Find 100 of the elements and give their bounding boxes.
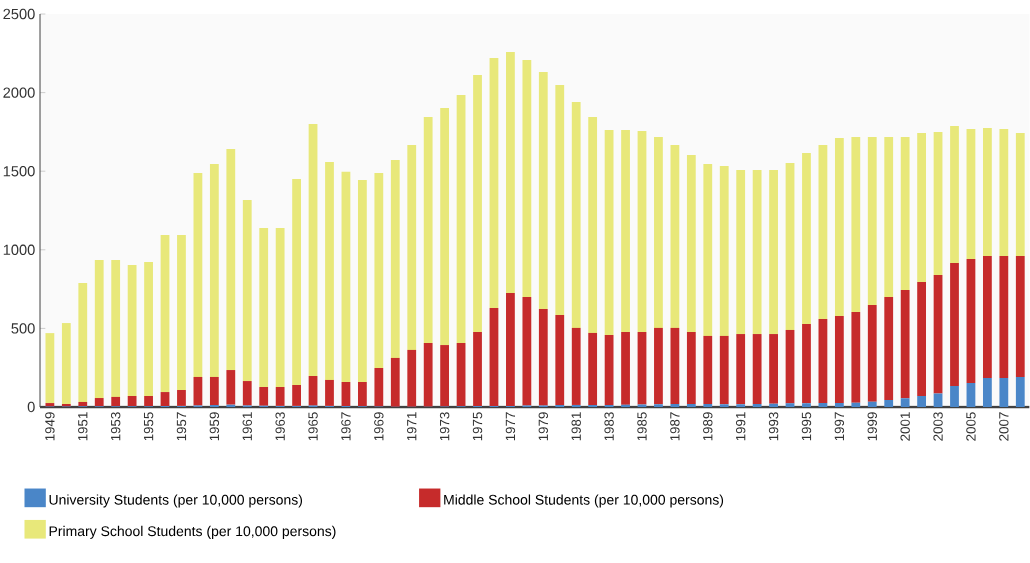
bar [308,376,318,406]
bar [719,335,729,405]
x-tick-label: 1963 [275,412,285,441]
bar [834,402,844,407]
bar [900,136,910,291]
bar [341,382,351,407]
x-tick-label: 1959 [209,412,220,441]
bar [851,312,861,403]
bar [456,94,466,344]
bar [736,169,746,335]
x-tick-label: 1955 [143,412,154,441]
bar [177,235,186,391]
bar [686,404,696,407]
bar [982,256,992,379]
bar [571,102,581,328]
bar [1015,256,1025,377]
legend-label: Primary School Students (per 10,000 persons) [49,525,336,539]
bar [884,399,894,407]
bar [719,404,729,407]
bar [456,343,466,407]
bar [94,260,104,399]
bar [900,290,910,399]
bar [259,227,269,388]
bar [621,332,630,405]
x-tick-label: 1971 [407,412,417,441]
bar [209,163,219,377]
bar [654,136,663,328]
x-tick-label: 1957 [176,412,187,441]
x-tick-label: 1979 [538,412,549,441]
bar [637,332,647,405]
bar [950,263,959,386]
bar [769,169,778,335]
bar [489,58,499,308]
bar [719,166,729,336]
bar [736,334,746,405]
bar [752,169,762,335]
bar [950,125,959,263]
x-tick-label: 1961 [242,412,252,441]
x-tick-label: 1949 [45,412,55,441]
bar [538,309,548,406]
bar [588,116,598,333]
bar [950,385,959,407]
bar [867,401,877,407]
bar [851,136,861,313]
bar [292,384,301,406]
bar [884,136,894,297]
bar [851,402,861,407]
bar [917,282,927,396]
bar [193,172,203,377]
bar [703,404,713,407]
bar [966,259,976,383]
bar [45,333,55,404]
bar [621,404,630,407]
bar [1015,132,1025,257]
bar [752,334,762,404]
bar [374,172,384,368]
x-tick-label: 1987 [670,412,680,441]
x-tick-label: 1951 [78,412,88,441]
bar [226,149,236,371]
bar [867,304,877,402]
bar [308,124,318,377]
x-tick-label: 2005 [966,412,976,441]
bar [78,282,88,402]
bar [473,74,482,332]
bar [473,332,482,407]
bar [407,144,417,350]
bar [637,404,647,407]
bar [325,379,334,406]
x-tick-label: 1967 [341,412,351,441]
x-tick-label: 1953 [110,412,121,441]
bar [111,260,121,397]
x-tick-label: 2001 [900,412,910,441]
bar [604,130,614,335]
bar [160,235,170,393]
bar [686,155,696,332]
x-tick-label: 1965 [308,412,318,441]
bar [275,387,285,406]
bar [703,163,713,336]
bar [374,368,384,407]
bar [259,387,269,406]
bar [966,129,976,260]
y-tick-label: 2500 [3,8,35,20]
x-tick-label: 1985 [637,412,647,441]
bar [209,376,219,406]
x-tick-label: 1983 [604,412,614,441]
bar [933,274,943,394]
bar [144,262,153,396]
bar [654,404,663,407]
bar [917,395,927,407]
bar [588,332,598,406]
bar [752,404,762,407]
x-tick-label: 1993 [768,412,779,441]
bar [440,345,450,407]
bar [834,315,844,403]
bar [242,381,252,406]
bar [127,265,137,396]
bar [867,136,877,305]
x-tick-label: 1975 [472,412,483,441]
bar [604,334,614,406]
bar [769,334,778,404]
